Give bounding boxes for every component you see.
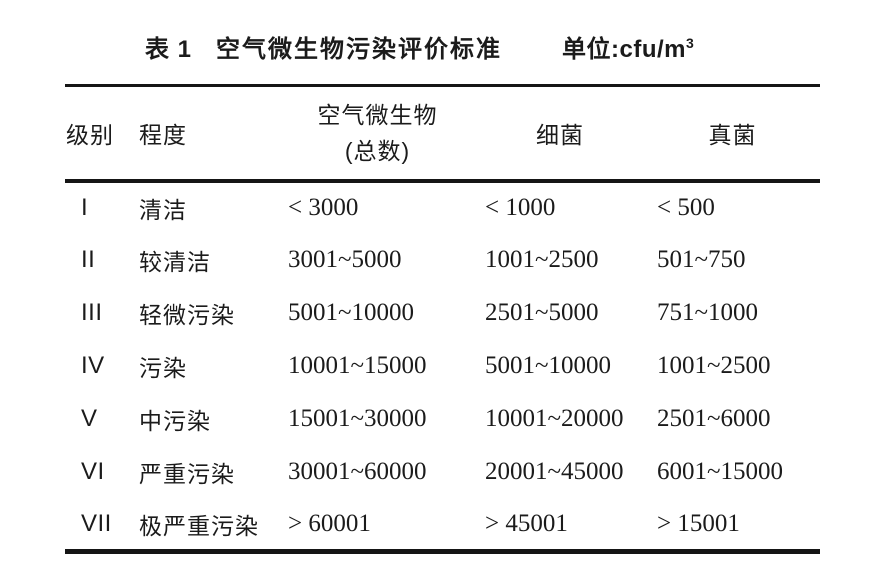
col-header-level: 级别 (66, 121, 114, 148)
cell-level: VII (81, 509, 112, 537)
table-row: I 清洁 < 3000 < 1000 < 500 (65, 181, 820, 234)
cell-level: VI (81, 458, 105, 485)
cell-bacteria: 1001~2500 (485, 246, 599, 273)
cell-degree: 极严重污染 (139, 512, 259, 539)
table-row: VII 极严重污染 > 60001 > 45001 > 15001 (65, 499, 820, 552)
cell-degree: 污染 (139, 355, 187, 381)
cell-level: II (81, 246, 96, 273)
table-row: IV 污染 10001~15000 5001~10000 1001~2500 (65, 340, 820, 393)
col-header-fungi: 真菌 (708, 121, 757, 148)
cell-bacteria: > 45001 (485, 509, 568, 537)
cell-bacteria: 5001~10000 (485, 352, 612, 379)
table-unit: 单位:cfu/m3 (562, 29, 694, 64)
cell-bacteria: 20001~45000 (485, 458, 624, 485)
cell-total: 30001~60000 (288, 458, 427, 485)
col-header-total: 空气微生物 (总数) (280, 86, 475, 181)
cell-bacteria: 2501~5000 (485, 299, 599, 326)
cell-level: IV (81, 352, 105, 379)
cell-total: 10001~15000 (288, 352, 427, 379)
cell-level: III (81, 299, 103, 326)
table-row: V 中污染 15001~30000 10001~20000 2501~6000 (65, 393, 820, 446)
cell-degree: 严重污染 (139, 461, 235, 487)
cell-fungi: 501~750 (657, 246, 746, 273)
unit-superscript: 3 (686, 35, 695, 51)
col-header-degree: 程度 (139, 121, 187, 148)
col-header-bacteria: 细菌 (536, 121, 584, 148)
cell-fungi: 6001~15000 (657, 458, 784, 485)
cell-total: > 60001 (288, 509, 371, 537)
table-header: 级别 程度 空气微生物 (总数) 细菌 真菌 (65, 86, 820, 181)
table-row: II 较清洁 3001~5000 1001~2500 501~750 (65, 234, 820, 287)
cell-fungi: 2501~6000 (657, 405, 771, 432)
cell-degree: 轻微污染 (139, 302, 235, 328)
cell-total: < 3000 (288, 194, 359, 221)
col-header-total-line2: (总数) (344, 137, 411, 164)
cell-total: 15001~30000 (288, 405, 427, 432)
col-header-total-line1: 空气微生物 (317, 101, 438, 128)
cell-fungi: 1001~2500 (657, 352, 771, 379)
table-row: III 轻微污染 5001~10000 2501~5000 751~1000 (65, 287, 820, 340)
cell-fungi: < 500 (657, 194, 715, 221)
standards-table: 级别 程度 空气微生物 (总数) 细菌 真菌 I 清洁 < 3000 < 100… (65, 84, 820, 554)
cell-level: I (81, 194, 89, 221)
cell-total: 3001~5000 (288, 246, 402, 273)
cell-total: 5001~10000 (288, 299, 415, 326)
cell-degree: 清洁 (139, 197, 187, 223)
header-row: 级别 程度 空气微生物 (总数) 细菌 真菌 (65, 86, 820, 181)
table-caption: 表 1 空气微生物污染评价标准 单位:cfu/m3 (0, 24, 878, 64)
cell-fungi: 751~1000 (657, 299, 759, 326)
table-title: 空气微生物污染评价标准 (216, 36, 503, 63)
unit-text: 单位:cfu/m (562, 36, 687, 63)
cell-level: V (81, 405, 98, 432)
table-number: 表 1 (145, 36, 193, 63)
cell-bacteria: < 1000 (485, 194, 556, 221)
cell-fungi: > 15001 (657, 509, 740, 537)
cell-degree: 较清洁 (139, 249, 211, 275)
table-body: I 清洁 < 3000 < 1000 < 500 II 较清洁 3001~500… (65, 181, 820, 552)
cell-bacteria: 10001~20000 (485, 405, 624, 432)
cell-degree: 中污染 (139, 408, 211, 434)
table-row: VI 严重污染 30001~60000 20001~45000 6001~150… (65, 446, 820, 499)
